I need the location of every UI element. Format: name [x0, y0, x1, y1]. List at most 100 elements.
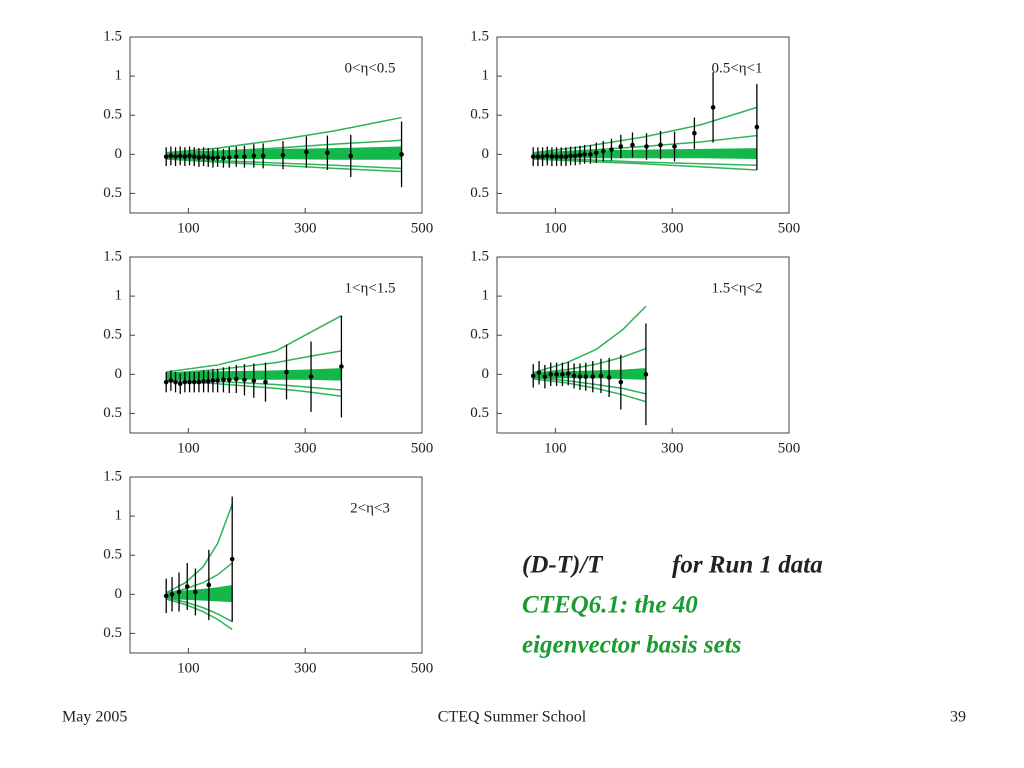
data-point [672, 144, 677, 149]
pdf-curve [166, 116, 402, 154]
data-point [558, 154, 564, 159]
pdf-curve [533, 347, 647, 375]
pdf-curve [166, 350, 342, 375]
pdf-curve [166, 139, 402, 155]
pdf-band [166, 584, 233, 603]
y-tick-label: 0 [482, 146, 490, 162]
pdf-curve [533, 157, 757, 167]
y-tick-label: 1.5 [470, 28, 489, 44]
data-point [542, 374, 548, 379]
y-tick-label: 0.5 [103, 547, 122, 563]
data-point [348, 153, 354, 159]
plot-frame [496, 256, 790, 434]
heading: eigenvector basis sets [522, 632, 741, 659]
data-point [251, 378, 257, 383]
y-tick-label: 0 [115, 586, 123, 602]
y-tick-label: 1.5 [470, 248, 489, 264]
data-point [548, 372, 554, 377]
data-point [173, 379, 178, 385]
data-point [304, 149, 309, 155]
data-point [187, 379, 192, 385]
data-point [226, 155, 232, 160]
x-tick-label: 100 [544, 440, 567, 456]
data-point [339, 364, 344, 369]
y-tick-label: 0 [482, 366, 490, 382]
data-point [182, 379, 188, 385]
data-point [593, 150, 599, 156]
data-point [572, 153, 578, 159]
heading: CTEQ6.1: the 40 [522, 592, 698, 619]
data-point [609, 147, 614, 152]
y-tick-label: 1 [115, 508, 123, 524]
x-tick-label: 500 [411, 660, 434, 676]
y-tick-label: 0.5 [470, 185, 489, 201]
data-point [530, 154, 536, 159]
y-tick-label: 1.5 [103, 28, 122, 44]
data-point [565, 371, 571, 376]
pdf-curve [166, 598, 233, 631]
y-tick-label: 0 [115, 366, 123, 382]
x-tick-label: 100 [177, 220, 200, 236]
data-point [176, 589, 182, 595]
data-point [193, 589, 198, 595]
data-point [530, 373, 536, 379]
plot-frame [129, 476, 423, 654]
data-point [563, 154, 569, 159]
data-point [196, 155, 202, 160]
y-tick-label: 0.5 [103, 625, 122, 641]
data-point [260, 153, 266, 159]
data-point [618, 379, 624, 385]
data-point [221, 377, 226, 383]
x-tick-label: 500 [778, 440, 801, 456]
pdf-curve [533, 378, 647, 403]
data-point [229, 556, 235, 562]
y-tick-label: 1 [115, 288, 123, 304]
y-tick-label: 0.5 [103, 327, 122, 343]
heading: (D-T)/T [522, 552, 604, 579]
data-point [588, 152, 593, 157]
x-tick-label: 100 [177, 660, 200, 676]
data-point [226, 377, 232, 383]
data-point [169, 592, 175, 597]
y-tick-label: 1 [482, 288, 490, 304]
data-point [201, 154, 206, 159]
data-point [242, 377, 247, 383]
data-point [168, 153, 174, 159]
x-tick-label: 300 [294, 660, 317, 676]
data-point [173, 154, 178, 159]
data-point [583, 374, 589, 379]
data-point [191, 154, 197, 159]
y-tick-label: 0.5 [103, 185, 122, 201]
y-tick-label: 0.5 [470, 107, 489, 123]
data-point [284, 369, 289, 375]
y-tick-label: 0.5 [470, 405, 489, 421]
footer: 39 [950, 709, 966, 726]
x-tick-label: 100 [177, 440, 200, 456]
data-point [606, 375, 612, 380]
y-tick-label: 1.5 [103, 248, 122, 264]
data-point [577, 374, 583, 379]
data-point [535, 154, 541, 159]
data-point [210, 155, 216, 161]
data-point [205, 155, 211, 160]
x-tick-label: 300 [294, 220, 317, 236]
data-point [182, 154, 188, 159]
pdf-curve [166, 157, 402, 170]
data-point [163, 593, 169, 599]
panel-label: 2<η<3 [350, 500, 390, 516]
pdf-curve [533, 376, 647, 395]
data-point [184, 584, 190, 589]
data-point [582, 152, 587, 157]
data-point [540, 154, 545, 159]
pdf-curve [166, 315, 342, 373]
y-tick-label: 1 [482, 68, 490, 84]
data-point [630, 142, 635, 148]
data-point [205, 379, 211, 384]
x-tick-label: 500 [411, 220, 434, 236]
x-tick-label: 500 [778, 220, 801, 236]
data-point [325, 150, 330, 156]
heading: for Run 1 data [672, 552, 823, 579]
y-tick-label: 1 [115, 68, 123, 84]
data-point [643, 372, 649, 377]
data-point [754, 124, 760, 130]
